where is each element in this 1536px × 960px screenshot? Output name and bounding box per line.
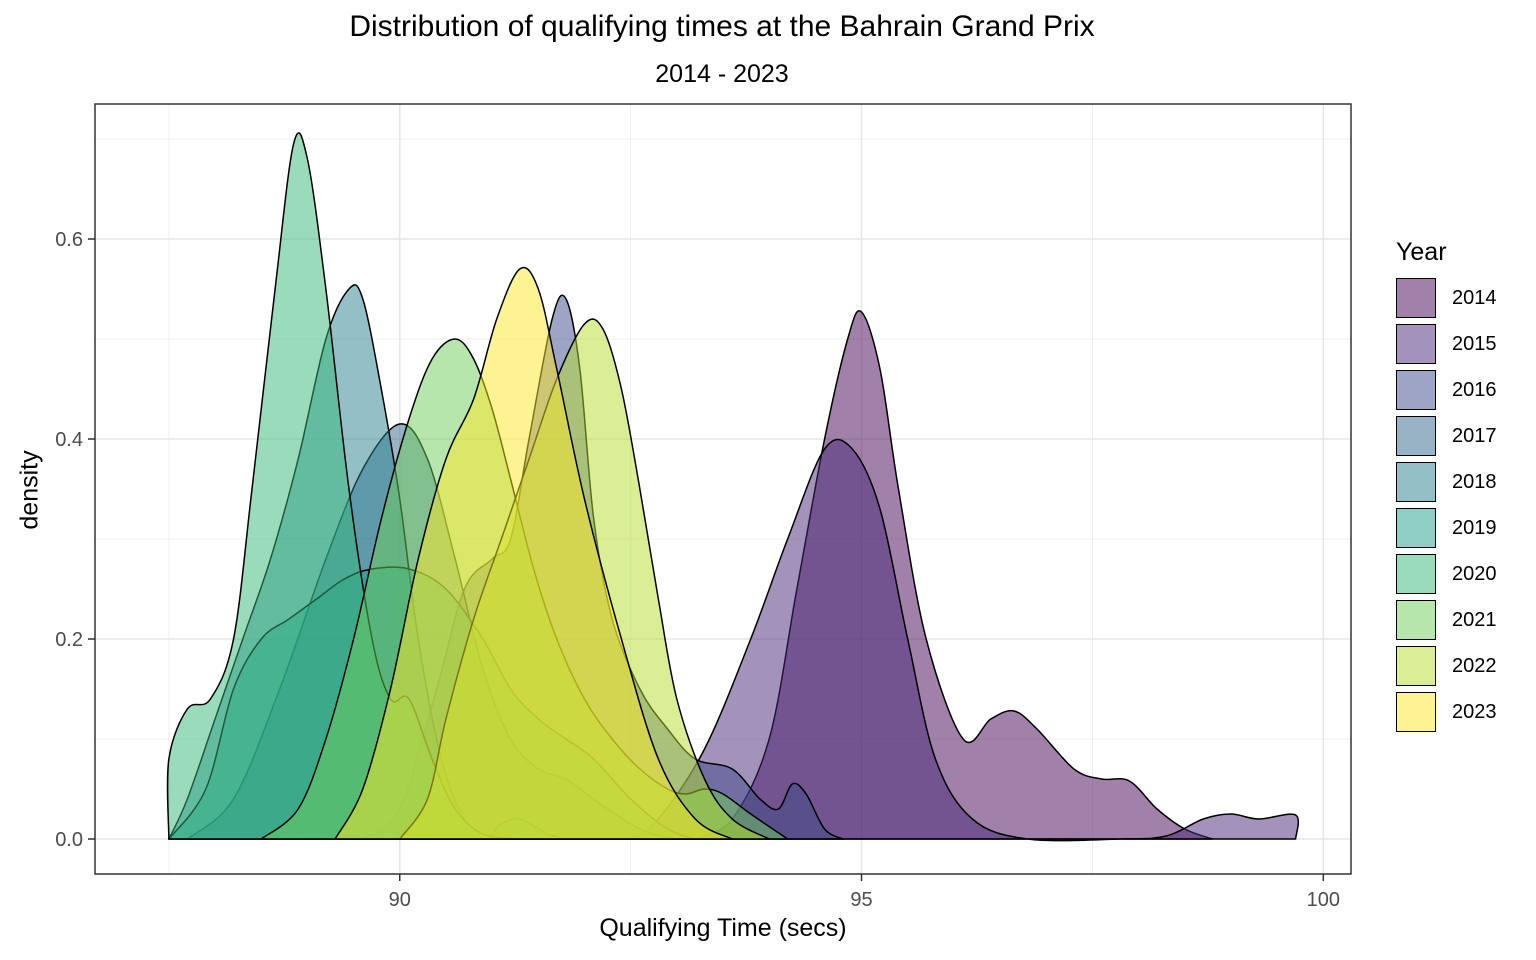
legend-label: 2019 — [1452, 516, 1497, 539]
legend-label: 2014 — [1452, 286, 1497, 309]
legend-label: 2021 — [1452, 608, 1497, 631]
legend-key-swatch — [1396, 416, 1436, 456]
legend-label: 2022 — [1452, 654, 1497, 677]
x-tick-label: 100 — [1307, 889, 1340, 911]
legend-item-2015: 2015 — [1396, 321, 1497, 367]
y-tick-label: 0.2 — [55, 629, 83, 651]
legend-key-swatch — [1396, 646, 1436, 686]
y-axis-title: density — [15, 450, 44, 530]
legend-item-2021: 2021 — [1396, 597, 1497, 643]
x-tick-label: 95 — [850, 889, 872, 911]
axes: 90 95 100 0.0 0.2 0.4 0.6 — [55, 229, 1340, 911]
x-tick-label: 90 — [389, 889, 411, 911]
legend-key-swatch — [1396, 692, 1436, 732]
legend-key-swatch — [1396, 554, 1436, 594]
chart-subtitle: 2014 - 2023 — [655, 60, 789, 88]
legend-item-2017: 2017 — [1396, 413, 1497, 459]
legend-key-swatch — [1396, 370, 1436, 410]
legend-label: 2020 — [1452, 562, 1497, 585]
y-tick-label: 0.4 — [55, 429, 83, 451]
legend-key-swatch — [1396, 600, 1436, 640]
legend-label: 2015 — [1452, 332, 1497, 355]
density-area-2023 — [334, 266, 733, 840]
x-axis-title: Qualifying Time (secs) — [599, 914, 847, 942]
legend-item-2016: 2016 — [1396, 367, 1497, 413]
legend-label: 2018 — [1452, 470, 1497, 493]
legend-key-swatch — [1396, 324, 1436, 364]
legend-item-2023: 2023 — [1396, 689, 1497, 735]
legend-item-2022: 2022 — [1396, 643, 1497, 689]
legend-key-swatch — [1396, 508, 1436, 548]
legend-item-2014: 2014 — [1396, 275, 1497, 321]
legend-item-2018: 2018 — [1396, 459, 1497, 505]
density-area-2015 — [629, 438, 1300, 842]
legend: Year 2014 2015 2016 2017 2018 2019 2020 2021 202… — [1396, 238, 1497, 735]
legend-key-swatch — [1396, 278, 1436, 318]
chart-title: Distribution of qualifying times at the … — [349, 10, 1095, 43]
panel-border — [94, 103, 1352, 875]
legend-label: 2017 — [1452, 424, 1497, 447]
y-tick-label: 0.6 — [55, 229, 83, 251]
legend-label: 2016 — [1452, 378, 1497, 401]
legend-title: Year — [1396, 238, 1447, 266]
density-areas — [166, 132, 1300, 842]
legend-items: 2014 2015 2016 2017 2018 2019 2020 2021 2022 2023 — [1396, 275, 1497, 735]
legend-label: 2023 — [1452, 700, 1497, 723]
legend-item-2020: 2020 — [1396, 551, 1497, 597]
legend-item-2019: 2019 — [1396, 505, 1497, 551]
y-tick-label: 0.0 — [55, 829, 83, 851]
legend-key-swatch — [1396, 462, 1436, 502]
